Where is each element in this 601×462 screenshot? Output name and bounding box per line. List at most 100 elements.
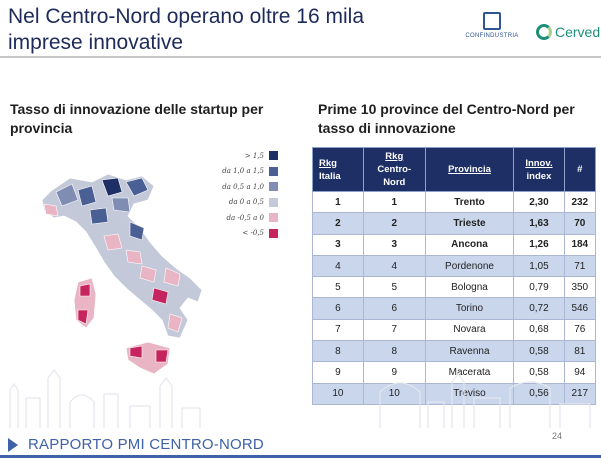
table-row: 10 10 Treviso 0,56 217 xyxy=(312,382,597,405)
cell-index: 0,58 xyxy=(513,340,565,363)
cell-provincia: Ravenna xyxy=(424,340,515,363)
col-count-label: # xyxy=(577,164,583,175)
cell-count: 546 xyxy=(563,297,597,320)
confindustria-logo: CONFINDUSTRIA xyxy=(464,12,520,39)
cell-index: 1,26 xyxy=(513,233,565,256)
legend-item: > 1,5 xyxy=(178,148,278,164)
cell-provincia: Treviso xyxy=(424,382,515,405)
legend-swatch xyxy=(269,182,278,192)
footer-label-bold: CENTRO-NORD xyxy=(149,436,264,453)
cell-index: 0,58 xyxy=(513,361,565,384)
province-patch xyxy=(111,197,131,213)
table-section-title: Prime 10 province del Centro-Nord per ta… xyxy=(318,101,575,136)
cell-count: 217 xyxy=(563,382,597,405)
cerved-circle-icon xyxy=(536,24,552,40)
confindustria-wordmark: CONFINDUSTRIA xyxy=(465,33,519,39)
cell-rkg-cn: 8 xyxy=(362,340,426,363)
cell-count: 70 xyxy=(563,212,597,235)
cell-provincia: Trento xyxy=(424,190,515,214)
cell-count: 71 xyxy=(563,254,597,278)
col-rkg-centro-nord: Rkg Centro- Nord xyxy=(362,147,426,192)
cell-index: 0,56 xyxy=(513,382,565,405)
map-section-title: Tasso di innovazione delle startup per p… xyxy=(10,101,264,136)
legend-swatch xyxy=(269,151,278,161)
city-skyline-decoration xyxy=(9,369,591,428)
province-patch xyxy=(155,349,169,363)
province-patch xyxy=(77,185,97,207)
footer-label-light: RAPPORTO PMI xyxy=(28,436,150,453)
map-legend: > 1,5 da 1,0 a 1,5 da 0,5 a 1,0 da 0 a 0… xyxy=(178,148,278,241)
cerved-wordmark: Cerved xyxy=(555,24,601,40)
province-patch xyxy=(43,203,59,217)
table-row: 1 1 Trento 2,30 232 xyxy=(312,190,597,214)
table-row: 3 3 Ancona 1,26 184 xyxy=(312,233,597,256)
province-patch-trento xyxy=(101,177,123,197)
col-index-line2: index xyxy=(526,170,552,182)
legend-label: < -0,5 xyxy=(242,229,264,238)
legend-item: < -0,5 xyxy=(178,226,278,242)
table-row: 6 6 Torino 0,72 546 xyxy=(312,297,597,320)
cell-index: 2,30 xyxy=(513,190,565,214)
province-patch xyxy=(125,177,149,197)
province-patch xyxy=(77,309,89,325)
province-patch xyxy=(103,233,123,251)
cell-rkg-italia: 6 xyxy=(312,297,364,320)
cell-count: 232 xyxy=(563,190,597,214)
province-ranking-table: Rkg Italia Rkg Centro- Nord Provincia In… xyxy=(312,147,597,405)
province-patch xyxy=(151,287,169,305)
cell-count: 81 xyxy=(563,340,597,363)
col-rkg-cn-line1: Rkg xyxy=(385,151,404,162)
legend-label: da 1,0 a 1,5 xyxy=(222,167,264,176)
province-patch xyxy=(167,313,183,333)
cell-rkg-cn: 1 xyxy=(362,190,426,214)
cell-count: 94 xyxy=(563,361,597,384)
col-rkg-italia-line2: Italia xyxy=(319,170,341,182)
table-header-row: Rkg Italia Rkg Centro- Nord Provincia In… xyxy=(312,147,597,192)
cell-provincia: Novara xyxy=(424,318,515,342)
col-rkg-italia: Rkg Italia xyxy=(312,147,364,192)
cell-rkg-italia: 1 xyxy=(312,190,364,214)
legend-item: da 0 a 0,5 xyxy=(178,195,278,211)
cell-count: 350 xyxy=(563,276,597,299)
logos: CONFINDUSTRIA Cerved xyxy=(448,12,600,52)
col-count: # xyxy=(563,147,597,192)
col-rkg-cn-line3: Nord xyxy=(383,177,406,188)
table-row: 7 7 Novara 0,68 76 xyxy=(312,318,597,342)
cell-rkg-cn: 7 xyxy=(362,318,426,342)
cell-rkg-italia: 9 xyxy=(312,361,364,384)
legend-label: da 0 a 0,5 xyxy=(228,198,264,207)
col-rkg-italia-line1: Rkg xyxy=(319,157,337,169)
title-divider xyxy=(0,56,601,58)
legend-swatch xyxy=(269,166,278,176)
legend-label: > 1,5 xyxy=(244,151,264,160)
cell-provincia: Pordenone xyxy=(424,254,515,278)
cell-rkg-italia: 2 xyxy=(312,212,364,235)
cell-rkg-italia: 8 xyxy=(312,340,364,363)
cell-index: 0,68 xyxy=(513,318,565,342)
province-patch xyxy=(139,265,157,283)
cell-provincia: Bologna xyxy=(424,276,515,299)
footer-brand: RAPPORTO PMI CENTRO-NORD xyxy=(8,436,264,453)
cell-rkg-cn: 6 xyxy=(362,297,426,320)
slide-title: Nel Centro-Nord operano oltre 16 mila im… xyxy=(8,4,448,56)
cerved-logo: Cerved xyxy=(536,24,600,40)
cell-provincia: Trieste xyxy=(424,212,515,235)
footer-divider xyxy=(0,455,601,458)
cell-rkg-italia: 4 xyxy=(312,254,364,278)
cell-rkg-italia: 5 xyxy=(312,276,364,299)
table-row: 2 2 Trieste 1,63 70 xyxy=(312,212,597,235)
province-patch xyxy=(163,267,181,287)
legend-label: da 0,5 a 1,0 xyxy=(222,182,264,191)
cell-index: 0,79 xyxy=(513,276,565,299)
cell-index: 0,72 xyxy=(513,297,565,320)
col-index-line1: Innov. xyxy=(525,157,553,169)
italy-province-map xyxy=(41,173,203,375)
cell-index: 1,05 xyxy=(513,254,565,278)
cell-rkg-cn: 2 xyxy=(362,212,426,235)
province-patch xyxy=(79,283,91,297)
cell-provincia: Torino xyxy=(424,297,515,320)
legend-label: da -0,5 a 0 xyxy=(226,213,264,222)
cell-rkg-cn: 9 xyxy=(362,361,426,384)
cell-count: 76 xyxy=(563,318,597,342)
table-row: 5 5 Bologna 0,79 350 xyxy=(312,276,597,299)
